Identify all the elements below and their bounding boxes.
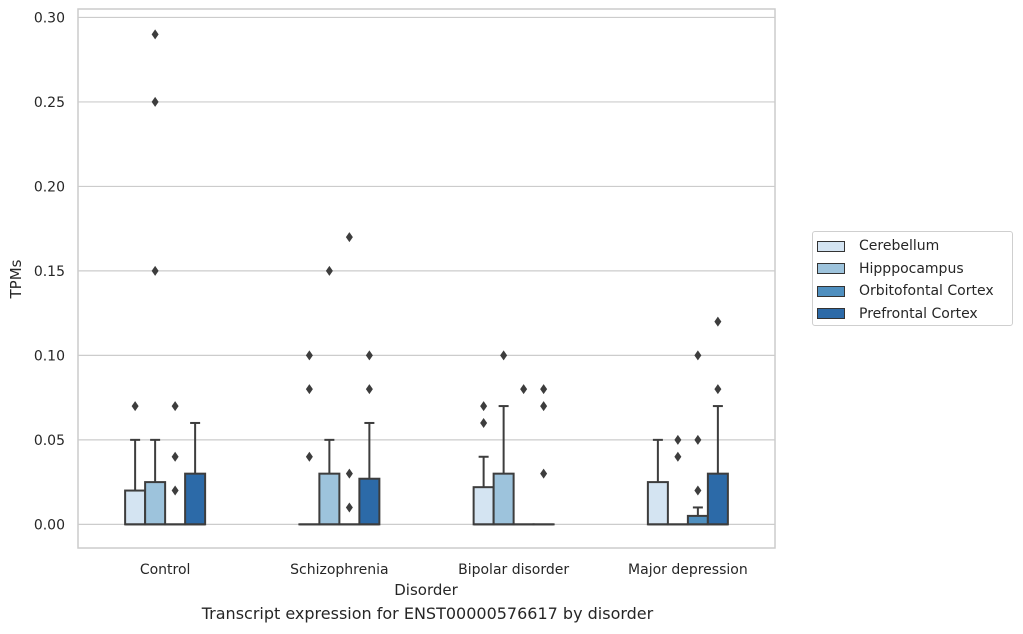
- outlier-point: [694, 434, 702, 445]
- legend-swatch: [817, 285, 845, 297]
- x-tick-label: Schizophrenia: [290, 562, 388, 578]
- outlier-point: [151, 96, 159, 107]
- outlier-point: [540, 384, 548, 395]
- box-plot-marks: [124, 29, 729, 526]
- y-tick-label: 0.25: [34, 95, 65, 111]
- box-cerebellum-1: [298, 350, 321, 526]
- box-prefrontal-cortex-2: [532, 384, 555, 526]
- outlier-point: [305, 350, 313, 361]
- x-tick-labels: Control Schizophrenia Bipolar disorder Majo…: [140, 562, 748, 578]
- x-tick-label: Major depression: [628, 562, 748, 578]
- chart-caption: Transcript expression for ENST0000057661…: [201, 604, 654, 623]
- outlier-point: [480, 417, 488, 428]
- legend-swatch: [817, 308, 845, 320]
- y-axis-label: TPMs: [7, 259, 25, 299]
- y-tick-label: 0.20: [34, 179, 65, 195]
- legend-item: Hipppocampus: [817, 258, 1012, 281]
- box-prefrontal-cortex-1: [358, 350, 381, 526]
- legend-item: Prefrontal Cortex: [817, 303, 1012, 326]
- box-rect: [706, 472, 729, 526]
- box-rect: [318, 472, 341, 526]
- outlier-point: [480, 401, 488, 412]
- box-prefrontal-cortex-3: [706, 316, 729, 526]
- outlier-point: [500, 350, 508, 361]
- box-rect: [124, 489, 147, 526]
- legend-item: Orbitofontal Cortex: [817, 280, 1012, 303]
- outlier-point: [151, 29, 159, 40]
- outlier-point: [171, 451, 179, 462]
- outlier-point: [345, 232, 353, 243]
- outlier-point: [325, 265, 333, 276]
- outlier-point: [365, 350, 373, 361]
- box-prefrontal-cortex-0: [184, 421, 207, 526]
- legend: Cerebellum Hipppocampus Orbitofontal Corte…: [812, 231, 1013, 326]
- box-hipppocampus-1: [318, 265, 341, 526]
- legend-label: Orbitofontal Cortex: [859, 283, 994, 300]
- box-orbitofontal-cortex-1: [338, 232, 361, 526]
- x-tick-label: Control: [140, 562, 191, 578]
- outlier-point: [345, 468, 353, 479]
- outlier-point: [694, 485, 702, 496]
- outlier-point: [714, 316, 722, 327]
- box-rect: [686, 514, 709, 526]
- outlier-point: [171, 485, 179, 496]
- outlier-point: [151, 265, 159, 276]
- outlier-point: [131, 401, 139, 412]
- grid-lines: [78, 16, 775, 525]
- outlier-point: [540, 401, 548, 412]
- legend-label: Prefrontal Cortex: [859, 305, 978, 322]
- outlier-point: [520, 384, 528, 395]
- outlier-point: [540, 468, 548, 479]
- plot-border: [77, 8, 776, 549]
- outlier-point: [694, 350, 702, 361]
- outlier-point: [714, 384, 722, 395]
- box-orbitofontal-cortex-2: [512, 384, 535, 526]
- outlier-point: [674, 434, 682, 445]
- box-cerebellum-2: [472, 401, 495, 526]
- box-rect: [184, 472, 207, 526]
- x-axis-label: Disorder: [394, 581, 458, 599]
- outlier-point: [365, 384, 373, 395]
- y-tick-label: 0.10: [34, 348, 65, 364]
- legend-label: Cerebellum: [859, 238, 940, 255]
- box-rect: [492, 472, 515, 526]
- y-tick-label: 0.15: [34, 264, 65, 280]
- box-hipppocampus-3: [666, 434, 689, 526]
- box-rect: [358, 477, 381, 526]
- box-hipppocampus-0: [144, 29, 167, 526]
- box-cerebellum-3: [646, 438, 669, 526]
- outlier-point: [305, 384, 313, 395]
- box-rect: [646, 481, 669, 526]
- y-tick-labels: 0.00 0.05 0.10 0.15 0.20 0.25 0.30: [34, 10, 65, 533]
- x-tick-label: Bipolar disorder: [458, 562, 569, 578]
- box-hipppocampus-2: [492, 350, 515, 526]
- y-tick-label: 0.00: [34, 517, 65, 533]
- box-rect: [472, 486, 495, 526]
- legend-item: Cerebellum: [817, 235, 1012, 258]
- plot-frame: [77, 8, 776, 549]
- box-rect: [144, 481, 167, 526]
- outlier-point: [674, 451, 682, 462]
- legend-label: Hipppocampus: [859, 260, 964, 277]
- box-orbitofontal-cortex-3: [686, 350, 709, 526]
- y-tick-label: 0.30: [34, 10, 65, 26]
- box-orbitofontal-cortex-0: [164, 401, 187, 526]
- outlier-point: [305, 451, 313, 462]
- outlier-point: [345, 502, 353, 513]
- legend-swatch: [817, 263, 845, 275]
- y-tick-label: 0.05: [34, 433, 65, 449]
- legend-swatch: [817, 240, 845, 252]
- outlier-point: [171, 401, 179, 412]
- box-cerebellum-0: [124, 401, 147, 526]
